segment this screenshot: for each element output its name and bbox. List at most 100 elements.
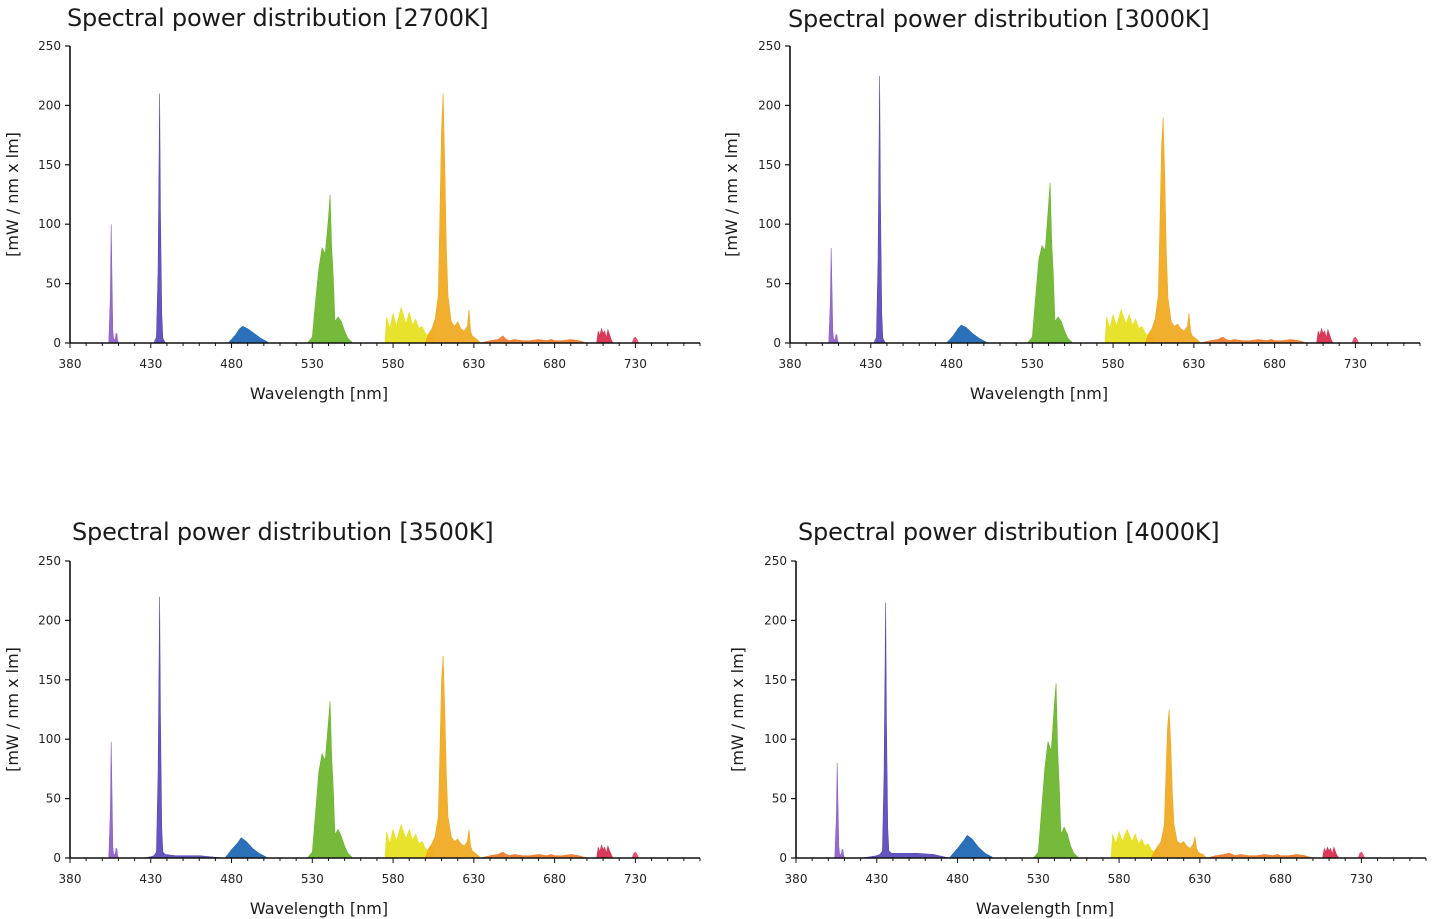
y-tick-label: 0: [779, 851, 787, 865]
spectrum-band-5: [1150, 709, 1207, 859]
spectrum-band-3: [306, 194, 354, 344]
spectrum-band-1: [142, 596, 224, 859]
y-tick-label: 200: [38, 613, 61, 627]
y-axis-title: [mW / nm x lm]: [3, 647, 22, 772]
y-tick-label: 100: [38, 732, 61, 746]
y-tick-label: 250: [38, 554, 61, 568]
x-tick-label: 580: [382, 872, 405, 886]
chart-title: Spectral power distribution [3000K]: [788, 5, 1210, 33]
x-tick-label: 430: [859, 357, 882, 371]
spd-chart-3000k: 0 50 100 150 200 250 380 430 480 530 580 630 680 730 W…: [722, 39, 1421, 403]
x-tick-label: 680: [543, 872, 566, 886]
x-tick-label: 730: [624, 357, 647, 371]
y-tick-label: 100: [758, 217, 781, 231]
spectrum-band-7: [1322, 846, 1340, 859]
chart-title: Spectral power distribution [3500K]: [72, 518, 494, 546]
spectrum-band-8: [631, 336, 640, 344]
y-tick-label: 100: [764, 732, 787, 746]
y-tick-label: 150: [38, 158, 61, 172]
x-tick-label: 380: [785, 872, 808, 886]
y-tick-label: 250: [764, 554, 787, 568]
chart-title: Spectral power distribution [4000K]: [798, 518, 1220, 546]
y-tick-label: 150: [758, 158, 781, 172]
spectrum-band-0: [108, 741, 119, 859]
chart-panel-2700k: Spectral power distribution [2700K] 0 50 1…: [0, 0, 717, 459]
x-tick-label: 730: [1344, 357, 1367, 371]
x-tick-label: 680: [1269, 872, 1292, 886]
y-tick-label: 50: [766, 277, 781, 291]
x-tick-label: 630: [1188, 872, 1211, 886]
x-tick-label: 480: [220, 872, 243, 886]
spectrum-band-3: [306, 701, 354, 859]
spectrum-band-1: [153, 93, 166, 344]
spectrum-band-6: [480, 335, 588, 344]
spectrum-band-8: [1351, 336, 1360, 344]
x-axis-title: Wavelength [nm]: [250, 384, 388, 403]
y-tick-label: 0: [773, 336, 781, 350]
spectrum-band-8: [631, 851, 640, 859]
spectrum-band-2: [224, 837, 268, 859]
spectrum-band-6: [1200, 336, 1308, 344]
x-tick-label: 530: [1027, 872, 1050, 886]
y-tick-label: 50: [772, 792, 787, 806]
y-tick-label: 0: [53, 851, 61, 865]
y-tick-label: 50: [46, 792, 61, 806]
x-tick-label: 430: [865, 872, 888, 886]
y-tick-label: 200: [758, 98, 781, 112]
y-tick-label: 0: [53, 336, 61, 350]
x-tick-label: 630: [462, 357, 485, 371]
spectrum-band-7: [596, 327, 614, 344]
spectrum-band-7: [596, 843, 614, 859]
y-axis-title: [mW / nm x lm]: [728, 647, 747, 772]
x-axis-title: Wavelength [nm]: [250, 899, 388, 918]
y-tick-label: 200: [38, 98, 61, 112]
spectrum-band-8: [1357, 851, 1366, 859]
x-tick-label: 630: [462, 872, 485, 886]
x-tick-label: 580: [1108, 872, 1131, 886]
x-tick-label: 530: [301, 872, 324, 886]
spectrum-band-2: [948, 835, 994, 859]
x-tick-label: 580: [1102, 357, 1125, 371]
spectrum-band-3: [1026, 182, 1074, 344]
x-tick-label: 680: [1263, 357, 1286, 371]
spectrum-band-0: [828, 247, 839, 344]
chart-title: Spectral power distribution [2700K]: [67, 4, 489, 32]
spd-chart-4000k: 0 50 100 150 200 250 380 430 480 530 580 630 680 730 W…: [728, 554, 1427, 918]
x-tick-label: 730: [1350, 872, 1373, 886]
spd-chart-2700k: 0 50 100 150 200 250 380 430 480 530 580 630 680 730 W…: [3, 39, 701, 403]
spectrum-band-6: [480, 851, 588, 859]
x-tick-label: 380: [59, 357, 82, 371]
spectrum-band-5: [1144, 117, 1201, 344]
y-tick-label: 200: [764, 613, 787, 627]
x-tick-label: 430: [139, 357, 162, 371]
spectrum-band-1: [873, 75, 886, 344]
x-tick-label: 530: [301, 357, 324, 371]
x-axis-title: Wavelength [nm]: [970, 384, 1108, 403]
spectrum-band-6: [1206, 852, 1314, 859]
spectrum-band-5: [424, 656, 481, 859]
y-axis-title: [mW / nm x lm]: [722, 132, 741, 257]
x-tick-label: 480: [220, 357, 243, 371]
spectrum-band-0: [834, 762, 845, 859]
x-tick-label: 430: [139, 872, 162, 886]
y-tick-label: 250: [38, 39, 61, 53]
chart-panel-4000k: Spectral power distribution [4000K] 0 50 1…: [717, 459, 1434, 919]
x-tick-label: 730: [624, 872, 647, 886]
x-tick-label: 480: [940, 357, 963, 371]
chart-panel-3000k: Spectral power distribution [3000K] 0 50 1…: [717, 0, 1434, 459]
y-tick-label: 150: [38, 673, 61, 687]
spectrum-band-7: [1316, 327, 1334, 344]
spectrum-band-3: [1032, 683, 1080, 859]
spectrum-band-0: [108, 224, 119, 344]
spectrum-band-2: [227, 326, 270, 344]
x-axis-title: Wavelength [nm]: [976, 899, 1114, 918]
spectrum-band-5: [424, 93, 481, 344]
y-tick-label: 150: [764, 673, 787, 687]
x-tick-label: 580: [382, 357, 405, 371]
y-axis-title: [mW / nm x lm]: [3, 132, 22, 257]
spectrum-band-2: [946, 324, 988, 344]
x-tick-label: 530: [1021, 357, 1044, 371]
y-tick-label: 50: [46, 277, 61, 291]
spectrum-band-1: [860, 602, 950, 859]
y-tick-label: 100: [38, 217, 61, 231]
